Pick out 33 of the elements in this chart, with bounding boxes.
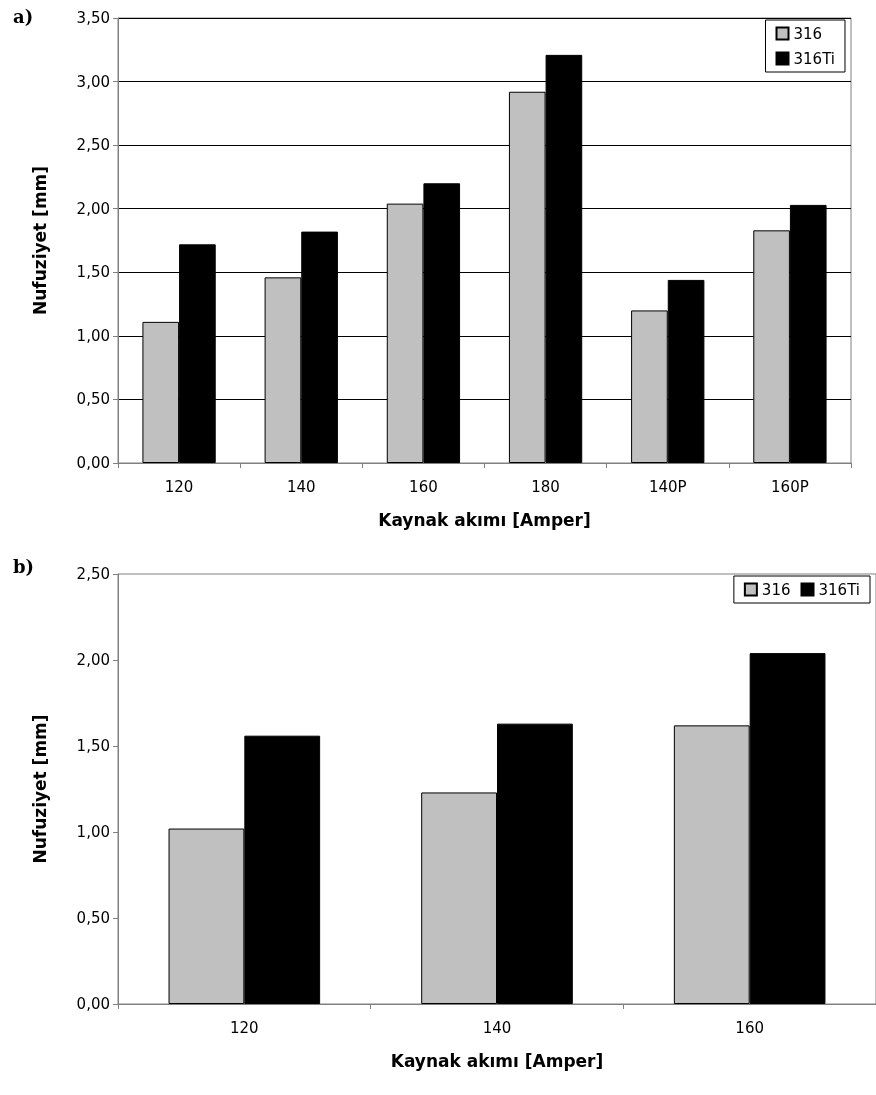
y-tick-label: 1,50 (76, 263, 110, 282)
y-tick-label: 0,00 (76, 995, 110, 1013)
x-tick-label: 140 (286, 477, 316, 496)
x-tick-label: 180 (531, 477, 560, 496)
y-tick-label: 1,00 (76, 823, 110, 841)
legend-label: 316Ti (793, 49, 835, 68)
y-tick-label: 0,50 (76, 909, 110, 927)
y-tick-label: 0,00 (76, 454, 110, 472)
y-tick-label: 3,50 (76, 9, 110, 27)
chart-title: a) (13, 5, 34, 27)
x-tick-label: 160 (409, 477, 438, 496)
y-tick-label: 1,00 (76, 326, 110, 345)
x-axis-title: Kaynak akımı [Amper] (390, 1050, 604, 1071)
legend-label: 316Ti (818, 580, 860, 599)
y-tick-label: 3,00 (76, 72, 110, 91)
y-tick-label: 0,50 (76, 390, 110, 409)
y-tick-label: 2,00 (76, 199, 110, 218)
legend-label: 316 (761, 580, 791, 599)
x-tick-label: 140 (482, 1018, 512, 1037)
y-tick-label: 2,00 (76, 651, 110, 669)
y-tick-label: 1,50 (76, 737, 110, 755)
y-axis-title: Nufuziyet [mm] (29, 165, 50, 316)
x-axis-title: Kaynak akımı [Amper] (378, 509, 591, 530)
x-tick-label: 120 (230, 1018, 259, 1037)
x-tick-label: 160P (771, 477, 809, 496)
y-axis-title: Nufuziyet [mm] (29, 714, 50, 864)
y-tick-label: 2,50 (76, 136, 110, 155)
legend-label: 316 (793, 24, 823, 43)
chart-title: b) (13, 555, 35, 577)
x-tick-label: 160 (735, 1018, 764, 1037)
y-tick-label: 2,50 (76, 565, 110, 583)
x-tick-label: 120 (164, 477, 194, 496)
x-tick-label: 140P (648, 477, 687, 496)
